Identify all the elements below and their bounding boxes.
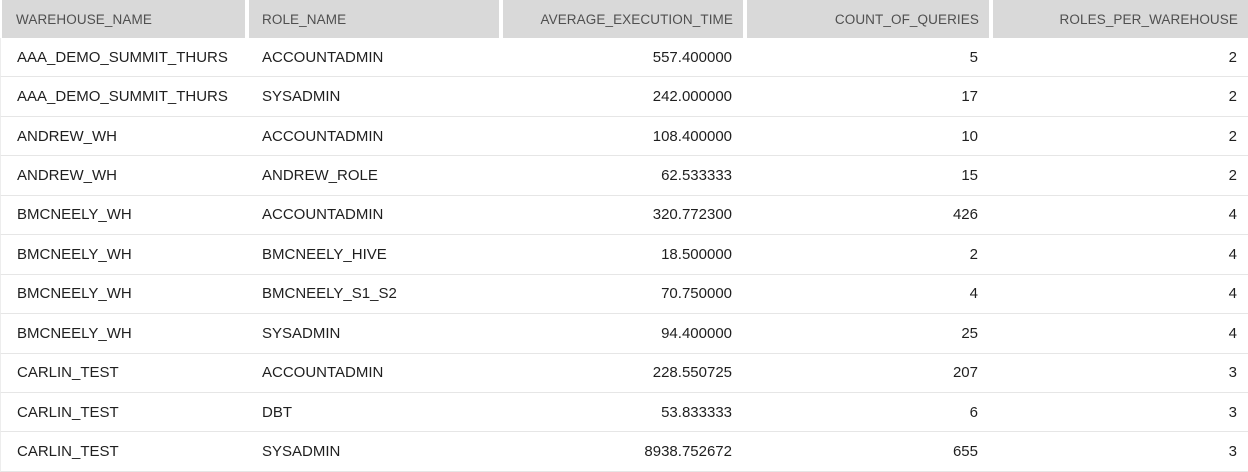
cell-count-of-queries[interactable]: 5 xyxy=(743,38,989,78)
cell-count-of-queries[interactable]: 655 xyxy=(743,432,989,472)
column-header-role-name[interactable]: ROLE_NAME xyxy=(245,0,499,38)
cell-role-name[interactable]: BMCNEELY_HIVE xyxy=(245,235,499,275)
cell-average-execution-time[interactable]: 108.400000 xyxy=(499,116,743,157)
cell-warehouse-name[interactable]: BMCNEELY_WH xyxy=(0,195,245,236)
table-row: CARLIN_TEST DBT 53.833333 6 3 xyxy=(0,392,1248,433)
column-header-warehouse-name[interactable]: WAREHOUSE_NAME xyxy=(0,0,245,38)
cell-roles-per-warehouse[interactable]: 3 xyxy=(989,353,1248,393)
cell-average-execution-time[interactable]: 242.000000 xyxy=(499,77,743,117)
cell-roles-per-warehouse[interactable]: 4 xyxy=(989,195,1248,236)
cell-role-name[interactable]: BMCNEELY_S1_S2 xyxy=(245,274,499,315)
cell-count-of-queries[interactable]: 17 xyxy=(743,77,989,117)
cell-role-name[interactable]: SYSADMIN xyxy=(245,432,499,472)
cell-warehouse-name[interactable]: BMCNEELY_WH xyxy=(0,274,245,315)
table-row: BMCNEELY_WH SYSADMIN 94.400000 25 4 xyxy=(0,314,1248,354)
cell-warehouse-name[interactable]: ANDREW_WH xyxy=(0,156,245,196)
cell-count-of-queries[interactable]: 25 xyxy=(743,314,989,354)
cell-warehouse-name[interactable]: AAA_DEMO_SUMMIT_THURS xyxy=(0,38,245,78)
table-row: AAA_DEMO_SUMMIT_THURS ACCOUNTADMIN 557.400… xyxy=(0,38,1248,78)
cell-warehouse-name[interactable]: CARLIN_TEST xyxy=(0,353,245,393)
column-header-count-of-queries[interactable]: COUNT_OF_QUERIES xyxy=(743,0,989,38)
cell-roles-per-warehouse[interactable]: 2 xyxy=(989,156,1248,196)
table-row: BMCNEELY_WH BMCNEELY_S1_S2 70.750000 4 4 xyxy=(0,274,1248,315)
cell-count-of-queries[interactable]: 4 xyxy=(743,274,989,315)
cell-warehouse-name[interactable]: AAA_DEMO_SUMMIT_THURS xyxy=(0,77,245,117)
cell-roles-per-warehouse[interactable]: 4 xyxy=(989,274,1248,315)
cell-average-execution-time[interactable]: 18.500000 xyxy=(499,235,743,275)
cell-role-name[interactable]: ACCOUNTADMIN xyxy=(245,353,499,393)
cell-role-name[interactable]: SYSADMIN xyxy=(245,314,499,354)
cell-average-execution-time[interactable]: 557.400000 xyxy=(499,38,743,78)
cell-roles-per-warehouse[interactable]: 4 xyxy=(989,314,1248,354)
cell-warehouse-name[interactable]: ANDREW_WH xyxy=(0,116,245,157)
cell-roles-per-warehouse[interactable]: 2 xyxy=(989,116,1248,157)
cell-average-execution-time[interactable]: 8938.752672 xyxy=(499,432,743,472)
cell-warehouse-name[interactable]: BMCNEELY_WH xyxy=(0,235,245,275)
cell-average-execution-time[interactable]: 53.833333 xyxy=(499,392,743,433)
cell-average-execution-time[interactable]: 228.550725 xyxy=(499,353,743,393)
cell-role-name[interactable]: SYSADMIN xyxy=(245,77,499,117)
cell-roles-per-warehouse[interactable]: 2 xyxy=(989,38,1248,78)
cell-count-of-queries[interactable]: 426 xyxy=(743,195,989,236)
header-row: WAREHOUSE_NAME ROLE_NAME AVERAGE_EXECUTI… xyxy=(0,0,1248,38)
cell-count-of-queries[interactable]: 6 xyxy=(743,392,989,433)
cell-roles-per-warehouse[interactable]: 2 xyxy=(989,77,1248,117)
table-row: CARLIN_TEST SYSADMIN 8938.752672 655 3 xyxy=(0,432,1248,472)
column-header-average-execution-time[interactable]: AVERAGE_EXECUTION_TIME xyxy=(499,0,743,38)
cell-count-of-queries[interactable]: 207 xyxy=(743,353,989,393)
cell-average-execution-time[interactable]: 70.750000 xyxy=(499,274,743,315)
cell-count-of-queries[interactable]: 10 xyxy=(743,116,989,157)
column-header-roles-per-warehouse[interactable]: ROLES_PER_WAREHOUSE xyxy=(989,0,1248,38)
cell-roles-per-warehouse[interactable]: 3 xyxy=(989,432,1248,472)
cell-average-execution-time[interactable]: 320.772300 xyxy=(499,195,743,236)
cell-warehouse-name[interactable]: CARLIN_TEST xyxy=(0,392,245,433)
table-body: AAA_DEMO_SUMMIT_THURS ACCOUNTADMIN 557.400… xyxy=(0,38,1248,472)
cell-average-execution-time[interactable]: 94.400000 xyxy=(499,314,743,354)
cell-count-of-queries[interactable]: 2 xyxy=(743,235,989,275)
table-header: WAREHOUSE_NAME ROLE_NAME AVERAGE_EXECUTI… xyxy=(0,0,1248,38)
cell-average-execution-time[interactable]: 62.533333 xyxy=(499,156,743,196)
table-row: ANDREW_WH ACCOUNTADMIN 108.400000 10 2 xyxy=(0,116,1248,157)
cell-role-name[interactable]: ANDREW_ROLE xyxy=(245,156,499,196)
table-row: CARLIN_TEST ACCOUNTADMIN 228.550725 207 3 xyxy=(0,353,1248,393)
table-row: BMCNEELY_WH ACCOUNTADMIN 320.772300 426 4 xyxy=(0,195,1248,236)
cell-roles-per-warehouse[interactable]: 4 xyxy=(989,235,1248,275)
cell-role-name[interactable]: ACCOUNTADMIN xyxy=(245,38,499,78)
cell-role-name[interactable]: DBT xyxy=(245,392,499,433)
cell-roles-per-warehouse[interactable]: 3 xyxy=(989,392,1248,433)
table-row: AAA_DEMO_SUMMIT_THURS SYSADMIN 242.000000 1… xyxy=(0,77,1248,117)
cell-warehouse-name[interactable]: CARLIN_TEST xyxy=(0,432,245,472)
table-row: ANDREW_WH ANDREW_ROLE 62.533333 15 2 xyxy=(0,156,1248,196)
table-row: BMCNEELY_WH BMCNEELY_HIVE 18.500000 2 4 xyxy=(0,235,1248,275)
cell-role-name[interactable]: ACCOUNTADMIN xyxy=(245,195,499,236)
cell-count-of-queries[interactable]: 15 xyxy=(743,156,989,196)
cell-warehouse-name[interactable]: BMCNEELY_WH xyxy=(0,314,245,354)
cell-role-name[interactable]: ACCOUNTADMIN xyxy=(245,116,499,157)
